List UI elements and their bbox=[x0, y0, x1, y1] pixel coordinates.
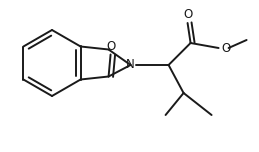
Text: N: N bbox=[126, 59, 135, 71]
Text: O: O bbox=[221, 41, 230, 55]
Text: O: O bbox=[183, 9, 192, 21]
Text: O: O bbox=[106, 40, 115, 53]
